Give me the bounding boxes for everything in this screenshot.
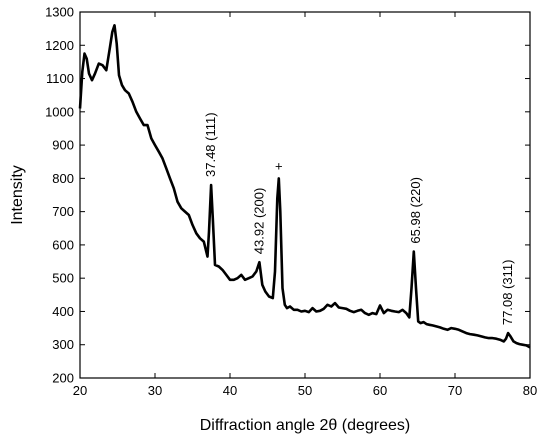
y-tick-label: 800 (52, 171, 74, 186)
peak-label: 37.48 (111) (203, 112, 218, 177)
peak-label: 65.98 (220) (408, 177, 423, 244)
y-tick-label: 900 (52, 138, 74, 153)
x-tick-label: 50 (298, 383, 312, 398)
x-tick-label: 80 (523, 383, 537, 398)
y-tick-label: 500 (52, 271, 74, 286)
y-tick-label: 700 (52, 204, 74, 219)
y-axis-title: Intensity (9, 165, 26, 225)
y-tick-label: 200 (52, 371, 74, 386)
y-tick-label: 600 (52, 237, 74, 252)
peak-label: 77.08 (311) (500, 260, 515, 326)
y-tick-label: 300 (52, 337, 74, 352)
y-tick-label: 1200 (45, 38, 74, 53)
annotation-layer: 37.48 (111) 43.92 (200) +65.98 (220) 77.08 … (203, 112, 515, 325)
x-tick-label: 70 (448, 383, 462, 398)
y-tick-label: 1000 (45, 104, 74, 119)
tick-layer: 20 30 40 50 60 70 80 200 300 400 500 600 700 800 900 10… (45, 5, 537, 399)
peak-label: 43.92 (200) (251, 188, 266, 255)
y-tick-label: 400 (52, 304, 74, 319)
y-tick-label: 1300 (45, 5, 74, 20)
plot-frame (79, 11, 531, 379)
x-tick-label: 40 (223, 383, 237, 398)
x-tick-label: 20 (73, 383, 87, 398)
x-tick-label: 60 (373, 383, 387, 398)
x-axis-title: Diffraction angle 2θ (degrees) (200, 417, 411, 434)
x-tick-label: 30 (148, 383, 162, 398)
series-line (78, 24, 531, 349)
y-tick-label: 1100 (46, 71, 74, 86)
peak-marker-plus: + (275, 158, 283, 173)
